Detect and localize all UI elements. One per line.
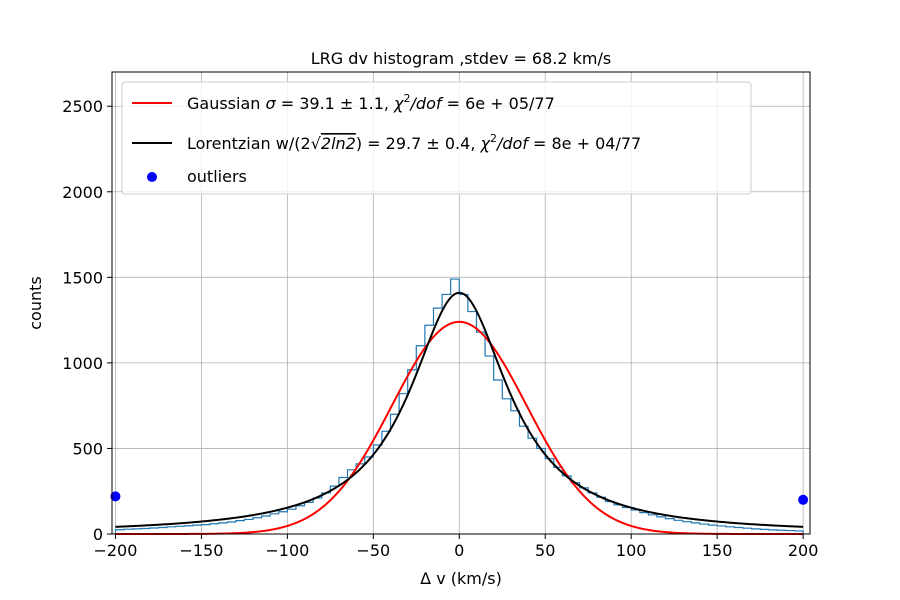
fit-curves <box>115 291 804 535</box>
x-axis-label: Δ v (km/s) <box>420 569 502 588</box>
x-tick-label: 150 <box>702 541 733 560</box>
outlier-points <box>110 491 809 505</box>
plot-frame <box>111 71 811 535</box>
x-tick-label: 200 <box>788 541 819 560</box>
y-axis-ticks: 0 500 1000 1500 2000 2500 <box>62 97 112 544</box>
x-tick-label: 0 <box>454 541 464 560</box>
x-tick-label: −200 <box>93 541 137 560</box>
lorentzian-curve <box>115 291 804 528</box>
chart-title: LRG dv histogram ,stdev = 68.2 km/s <box>311 49 611 68</box>
x-tick-label: −50 <box>356 541 390 560</box>
legend-gaussian-label: Gaussian σ = 39.1 ± 1.1, χ2/dof = 6e + 0… <box>187 92 555 113</box>
y-tick-label: 2500 <box>62 97 103 116</box>
y-tick-label: 2000 <box>62 183 103 202</box>
histogram <box>114 278 804 534</box>
y-tick-label: 1000 <box>62 354 103 373</box>
legend-lorentzian-label: Lorentzian w/(2√2ln2) = 29.7 ± 0.4, χ2/d… <box>187 132 641 153</box>
x-tick-label: 100 <box>616 541 647 560</box>
legend-outliers-label: outliers <box>187 167 247 186</box>
y-tick-label: 0 <box>93 525 103 544</box>
outlier-point <box>110 491 121 502</box>
outlier-point <box>798 494 809 505</box>
gaussian-curve <box>115 320 804 535</box>
legend: Gaussian σ = 39.1 ± 1.1, χ2/dof = 6e + 0… <box>121 81 752 195</box>
y-tick-label: 1500 <box>62 268 103 287</box>
x-tick-label: −150 <box>179 541 223 560</box>
y-tick-label: 500 <box>72 439 103 458</box>
x-tick-label: 50 <box>535 541 555 560</box>
x-axis-ticks: −200 −150 −100 −50 0 50 100 150 200 <box>93 534 818 560</box>
legend-outliers-marker <box>147 172 157 182</box>
histogram-step <box>114 278 804 534</box>
x-tick-label: −100 <box>265 541 309 560</box>
legend-box <box>121 81 752 195</box>
y-axis-label: counts <box>26 276 45 329</box>
